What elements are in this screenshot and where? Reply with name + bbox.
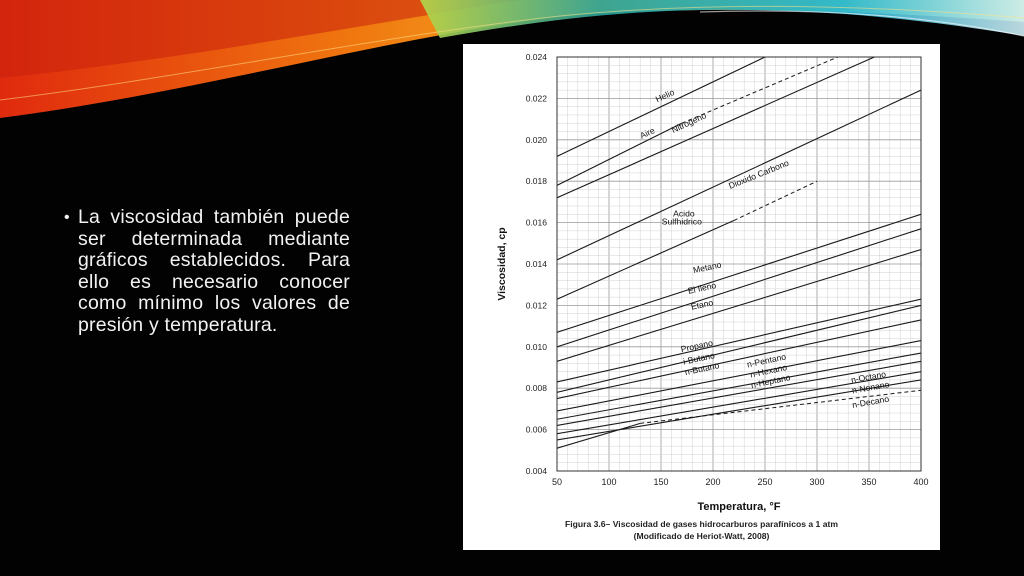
series-line-n-pentano: [557, 340, 921, 412]
series-dashed-aire: [681, 57, 838, 124]
series-label: Metano: [692, 259, 722, 275]
series-line-metano: [557, 213, 921, 333]
viscosity-chart: 50 100 150 200 250 300 350 400 0.004 0.006 0.008 0.…: [496, 52, 929, 513]
y-tick-label: 0.004: [526, 466, 548, 476]
plot-frame: [556, 56, 922, 472]
x-tick-label: 250: [757, 477, 772, 487]
series-line-n-octano: [557, 371, 921, 435]
series-label: Aire: [638, 125, 656, 141]
x-tick-label: 50: [552, 477, 562, 487]
bullet-point: •: [64, 209, 70, 226]
y-tick-label: 0.024: [526, 52, 548, 62]
x-tick-label: 100: [601, 477, 616, 487]
y-tick-label: 0.006: [526, 425, 548, 435]
figure-caption-source: (Modificado de Heriot-Watt, 2008): [633, 531, 770, 541]
series-line-nitrogeno: [557, 57, 876, 199]
y-tick-label: 0.008: [526, 383, 548, 393]
series-line-etano: [557, 248, 921, 362]
figure-caption: Figura 3.6– Viscosidad de gases hidrocar…: [564, 519, 839, 529]
series-dashed-n-decano: [640, 389, 921, 424]
series-label: Nitrogeno: [670, 110, 708, 135]
series-line-acido-sulfhidrico: [557, 220, 735, 300]
series-line-i-butano: [557, 304, 921, 393]
series-line-helio: [557, 57, 766, 157]
series-label: Helio: [654, 87, 676, 104]
series-label: Sulfhidrico: [662, 217, 702, 227]
y-tick-label: 0.012: [526, 300, 548, 310]
series-label: Dioxido Carbono: [727, 158, 790, 191]
y-tick-label: 0.020: [526, 135, 548, 145]
series-label: n-Decano: [851, 394, 890, 410]
decorative-swoosh: [0, 0, 1024, 118]
series-line-el-ileno: [557, 228, 921, 348]
x-axis-label: Temperatura, °F: [697, 501, 780, 513]
y-tick-label: 0.016: [526, 218, 548, 228]
y-tick-label: 0.022: [526, 93, 548, 103]
series-label: Etano: [690, 297, 714, 311]
y-axis-label: Viscosidad, cp: [496, 227, 508, 300]
y-tick-label: 0.010: [526, 342, 548, 352]
series-line-n-decano: [557, 422, 641, 449]
x-tick-label: 400: [913, 477, 928, 487]
x-tick-label: 350: [861, 477, 876, 487]
y-tick-label: 0.014: [526, 259, 548, 269]
y-tick-label: 0.018: [526, 176, 548, 186]
bullet-text-block: • La viscosidad también puede ser determ…: [64, 206, 350, 336]
series-line-aire: [557, 122, 683, 186]
series-line-dioxido-carbono: [557, 89, 921, 261]
series-line-propano: [557, 298, 921, 383]
x-tick-label: 200: [705, 477, 720, 487]
series-line-n-hexano: [557, 352, 921, 420]
series-dashed-helio: [765, 57, 767, 58]
x-tick-label: 300: [809, 477, 824, 487]
x-tick-label: 150: [653, 477, 668, 487]
series-line-n-heptano: [557, 360, 921, 427]
series-label: Acido: [673, 208, 695, 218]
series-dashed-acido-sulfhidrico: [733, 180, 818, 221]
bullet-text: La viscosidad también puede ser determin…: [78, 206, 350, 336]
series-line-n-butano: [557, 319, 921, 400]
figure-panel: 50 100 150 200 250 300 350 400 0.004 0.006 0.008 0.…: [463, 44, 940, 550]
